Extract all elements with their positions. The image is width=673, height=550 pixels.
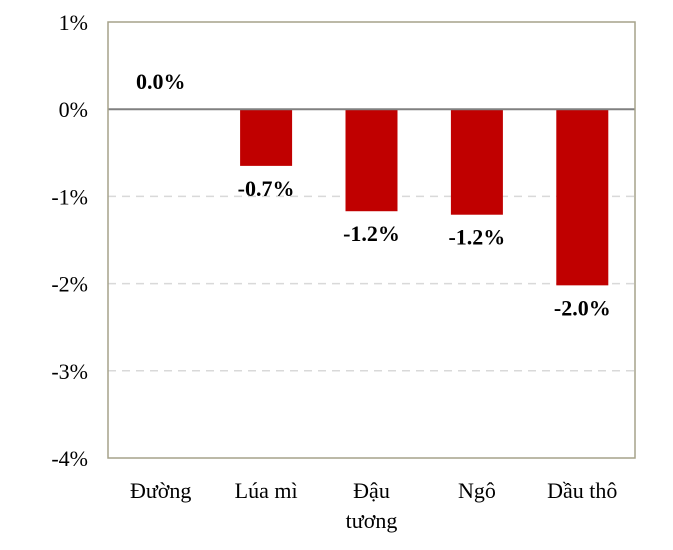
y-axis-ticks: 1% 0% -1% -2% -3% -4% bbox=[51, 10, 88, 471]
x-category-label: Dầu thô bbox=[547, 478, 617, 503]
gridlines bbox=[108, 195, 635, 372]
data-label: -0.7% bbox=[238, 176, 295, 201]
y-tick-label: 1% bbox=[59, 10, 88, 35]
bar bbox=[345, 109, 398, 212]
data-label: 0.0% bbox=[136, 69, 186, 94]
bar bbox=[556, 109, 609, 286]
y-tick-label: 0% bbox=[59, 97, 88, 122]
y-tick-label: -3% bbox=[51, 359, 88, 384]
x-category-label: Ngô bbox=[458, 478, 496, 503]
plot-frame bbox=[107, 21, 636, 459]
x-category-label: Đậu bbox=[353, 478, 390, 503]
bar bbox=[240, 109, 293, 166]
bar bbox=[450, 109, 503, 215]
x-category-label: Lúa mì bbox=[235, 478, 298, 503]
x-category-label: Đường bbox=[130, 478, 191, 503]
y-tick-label: -1% bbox=[51, 184, 88, 209]
x-axis-categories: Đường Lúa mì Đậu tương Ngô Dầu thô bbox=[130, 478, 617, 533]
data-label: -2.0% bbox=[554, 295, 611, 320]
data-labels: 0.0% -0.7% -1.2% -1.2% -2.0% bbox=[136, 69, 611, 320]
data-label: -1.2% bbox=[343, 221, 400, 246]
y-tick-label: -4% bbox=[51, 446, 88, 471]
x-category-label: tương bbox=[346, 508, 398, 533]
data-label: -1.2% bbox=[448, 225, 505, 250]
y-tick-label: -2% bbox=[51, 272, 88, 297]
bars bbox=[240, 109, 609, 286]
